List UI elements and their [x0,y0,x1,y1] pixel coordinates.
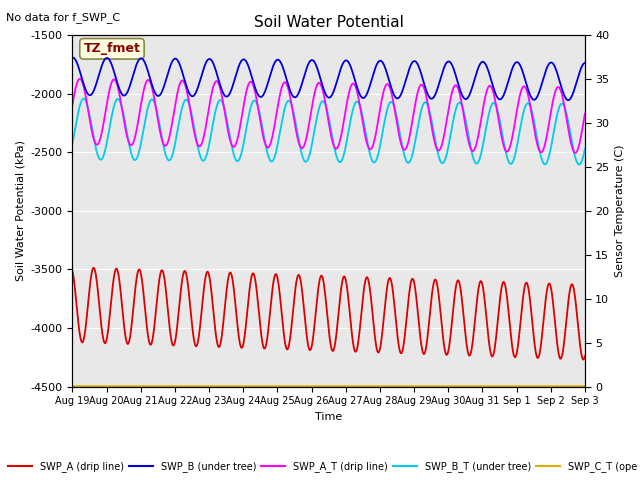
Y-axis label: Sensor Temperature (C): Sensor Temperature (C) [615,144,625,277]
Text: TZ_fmet: TZ_fmet [83,42,140,55]
Text: No data for f_SWP_C: No data for f_SWP_C [6,12,120,23]
Title: Soil Water Potential: Soil Water Potential [253,15,404,30]
Y-axis label: Soil Water Potential (kPa): Soil Water Potential (kPa) [15,141,25,281]
X-axis label: Time: Time [315,412,342,422]
Legend: SWP_A (drip line), SWP_B (under tree), SWP_A_T (drip line), SWP_B_T (under tree): SWP_A (drip line), SWP_B (under tree), S… [5,458,640,475]
